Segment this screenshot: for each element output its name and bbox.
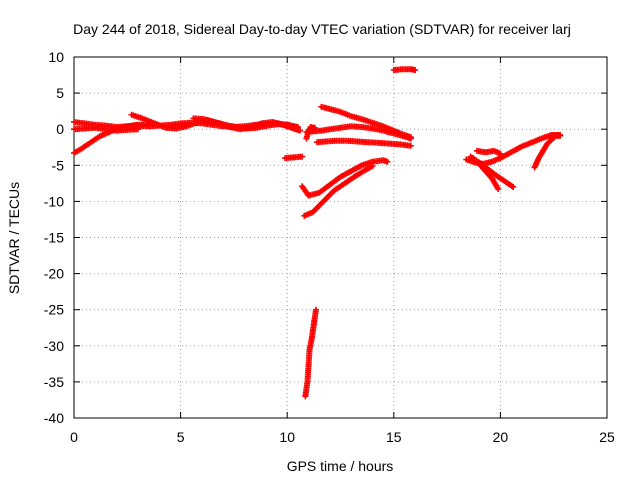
axes: 0 5 10 15 20 25 -40 -35 -30 -25 -20 -15 -10 -5 0 5 10 bbox=[44, 49, 615, 445]
x-tick-label: 25 bbox=[599, 429, 615, 445]
data-series-9 bbox=[314, 137, 414, 149]
y-tick-label: -10 bbox=[44, 193, 64, 209]
data-point bbox=[407, 134, 414, 141]
data-series-3 bbox=[71, 124, 141, 134]
data-point bbox=[497, 150, 504, 157]
data-point bbox=[299, 153, 306, 160]
data-series-11 bbox=[301, 163, 376, 219]
data-point bbox=[312, 306, 319, 313]
x-tick-label: 0 bbox=[70, 429, 78, 445]
y-tick-label: -15 bbox=[44, 230, 64, 246]
data-point bbox=[412, 66, 419, 73]
y-tick-label: -5 bbox=[52, 157, 65, 173]
data-series-14 bbox=[390, 66, 419, 73]
y-tick-label: 10 bbox=[48, 49, 64, 65]
x-tick-label: 5 bbox=[177, 429, 185, 445]
x-tick-label: 20 bbox=[493, 429, 509, 445]
data-point bbox=[296, 127, 303, 134]
data-point bbox=[407, 142, 414, 149]
plot-area bbox=[71, 66, 564, 400]
plot-border bbox=[73, 56, 608, 419]
y-tick-label: -20 bbox=[44, 266, 64, 282]
y-tick-label: -25 bbox=[44, 302, 64, 318]
x-tick-label: 15 bbox=[386, 429, 402, 445]
data-series-5 bbox=[190, 115, 301, 132]
x-tick-label: 10 bbox=[279, 429, 295, 445]
data-series-19 bbox=[473, 147, 504, 157]
y-tick-label: 0 bbox=[56, 121, 64, 137]
y-tick-label: -30 bbox=[44, 338, 64, 354]
x-axis-label: GPS time / hours bbox=[287, 458, 394, 474]
data-series-6 bbox=[269, 118, 303, 134]
y-axis-label: SDTVAR / TECUs bbox=[6, 182, 22, 294]
data-series-21 bbox=[546, 132, 564, 140]
chart-title: Day 244 of 2018, Sidereal Day-to-day VTE… bbox=[73, 21, 571, 37]
data-series-12 bbox=[282, 153, 306, 162]
y-tick-label: -35 bbox=[44, 374, 64, 390]
data-point bbox=[510, 183, 517, 190]
data-series-18 bbox=[469, 155, 502, 193]
data-series-13 bbox=[303, 124, 318, 142]
data-point bbox=[369, 163, 376, 170]
data-series-15 bbox=[302, 306, 319, 400]
data-point bbox=[134, 126, 141, 133]
data-series-10 bbox=[299, 157, 391, 199]
data-series-8 bbox=[318, 103, 414, 141]
data-point bbox=[384, 158, 391, 165]
y-tick-label: -40 bbox=[44, 410, 64, 426]
data-point bbox=[495, 186, 502, 193]
data-series-16 bbox=[463, 131, 564, 167]
y-tick-label: 5 bbox=[56, 85, 64, 101]
data-point bbox=[311, 124, 318, 131]
data-point bbox=[557, 132, 564, 139]
